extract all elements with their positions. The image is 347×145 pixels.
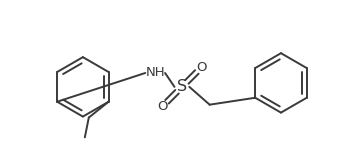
Text: O: O (196, 61, 207, 74)
Text: S: S (177, 79, 187, 94)
Text: O: O (157, 100, 167, 113)
Text: NH: NH (145, 67, 165, 79)
